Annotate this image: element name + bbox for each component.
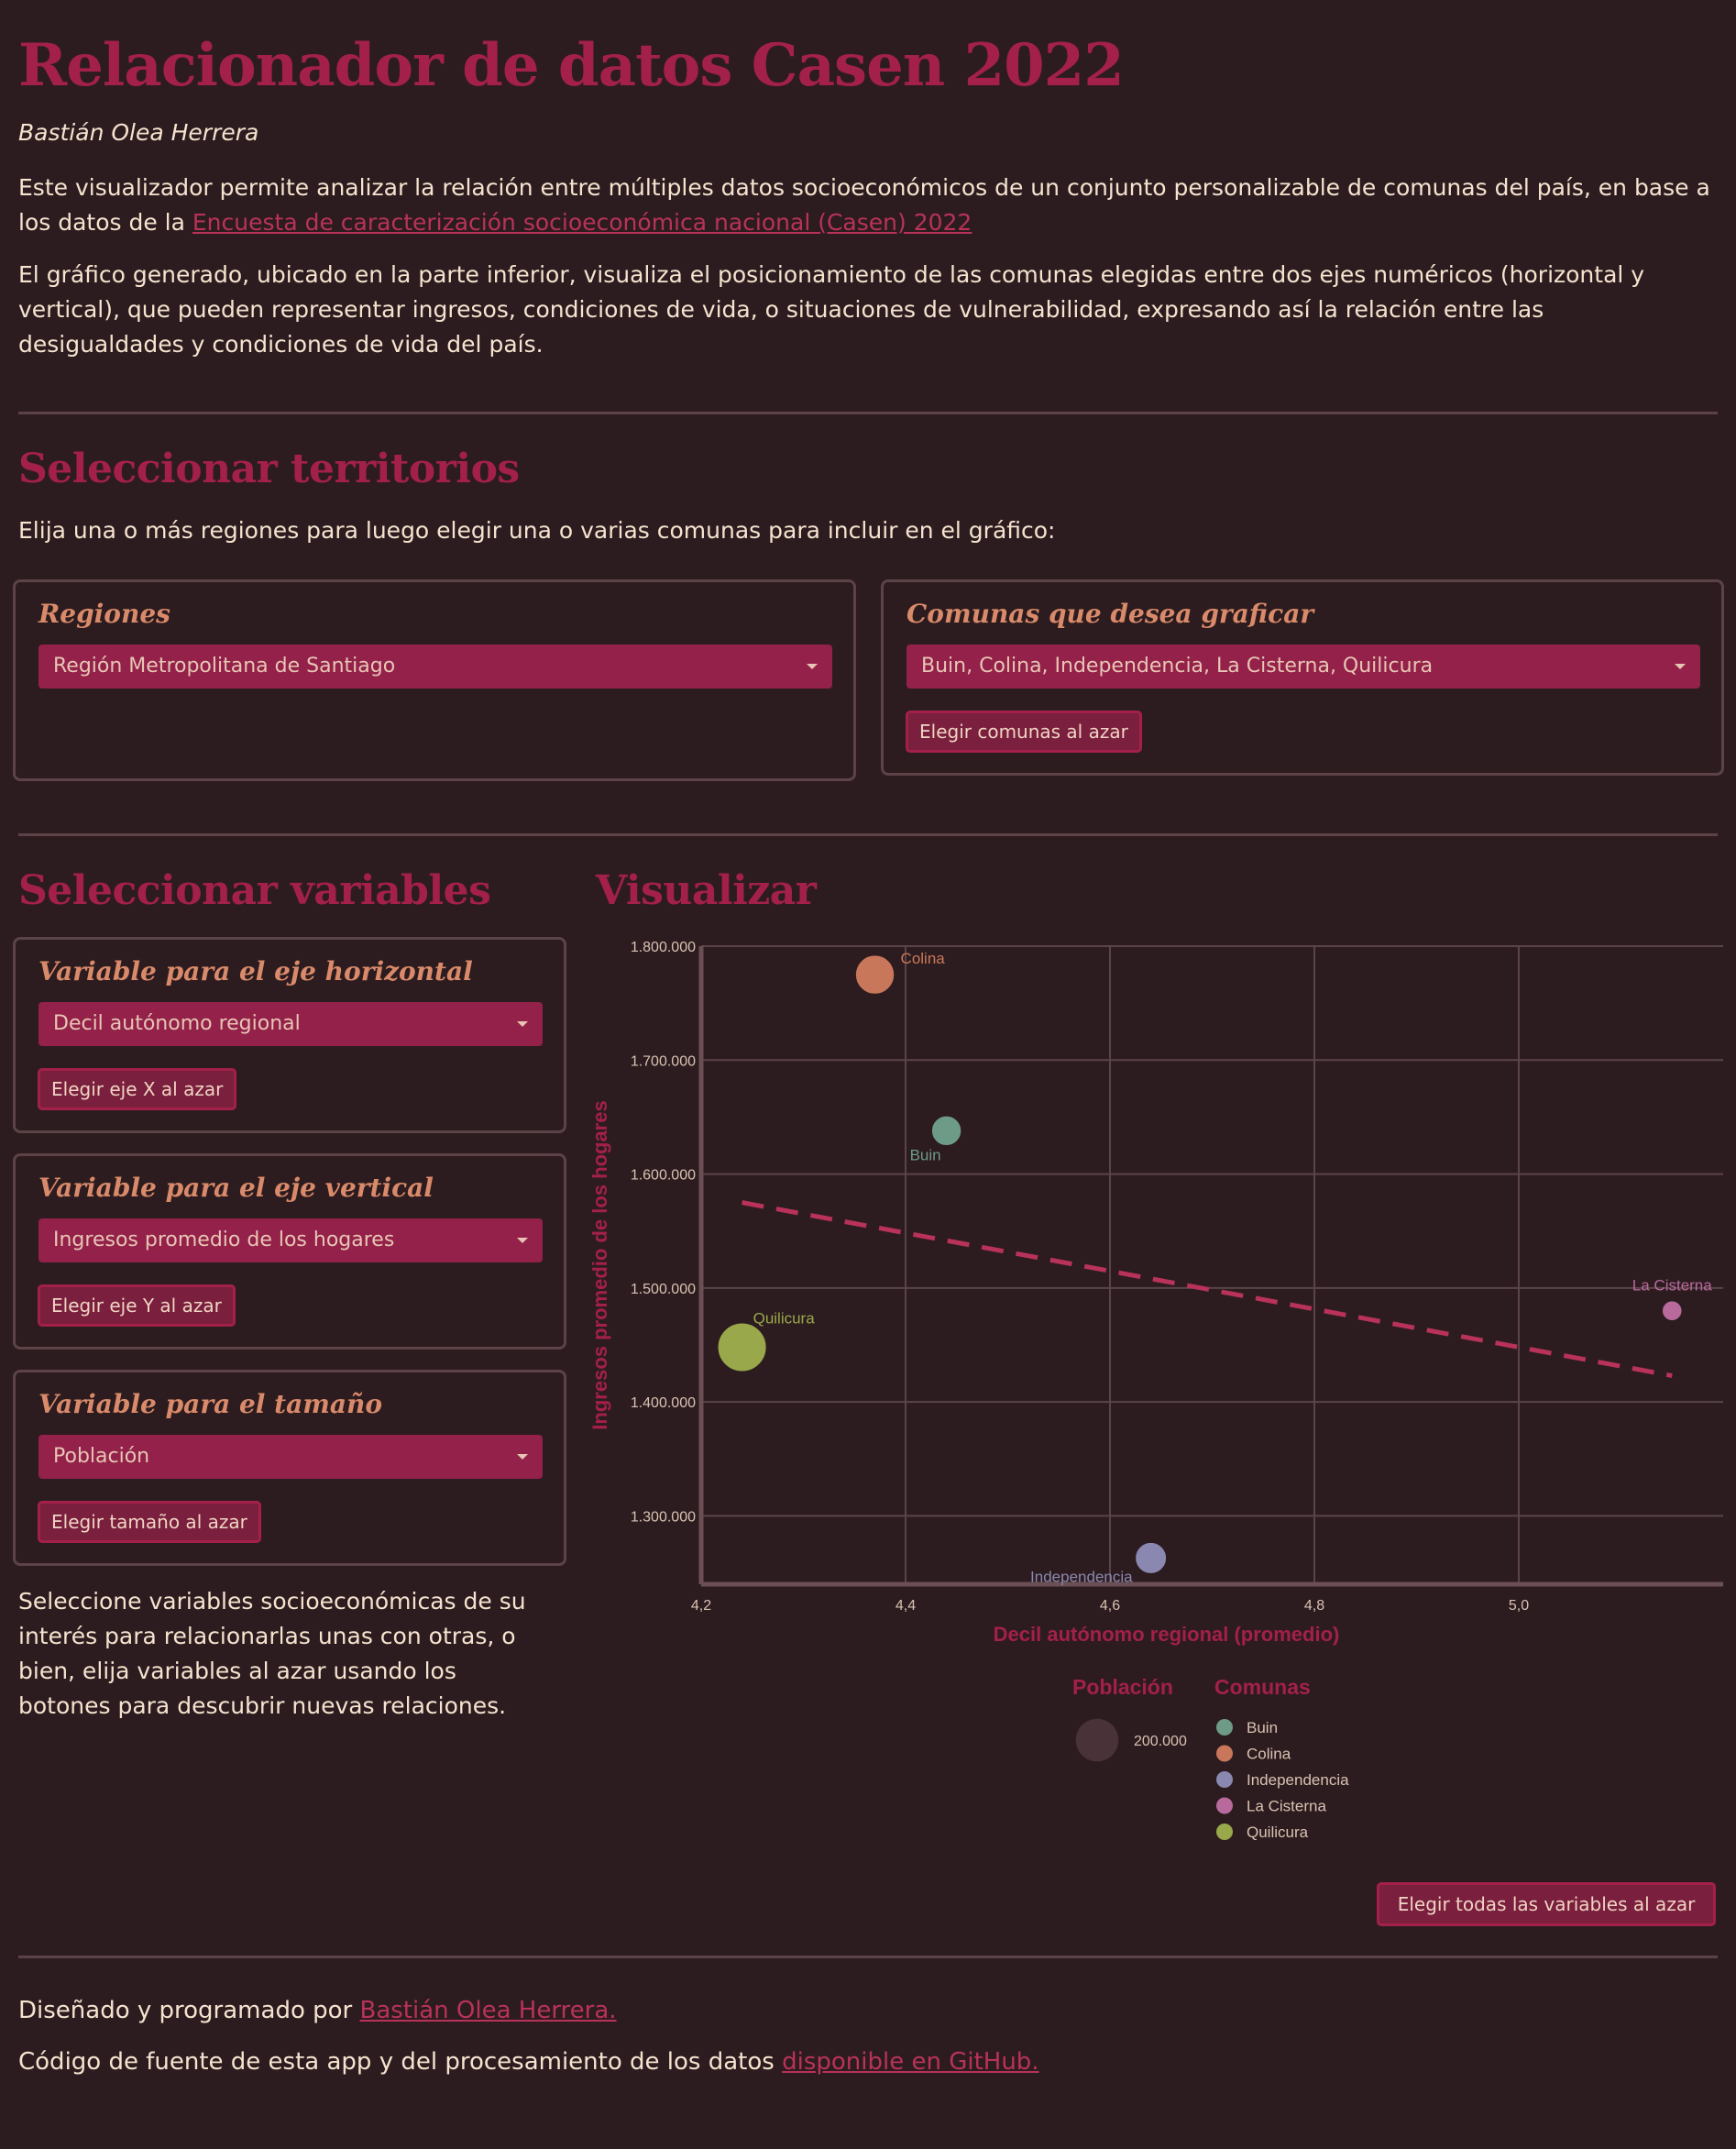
author-name: Bastián Olea Herrera [18,119,259,146]
data-point [930,1115,962,1147]
y-tick-label: 1.400.000 [631,1395,696,1411]
legend-swatch [1216,1719,1233,1736]
size-legend-label: 200.000 [1134,1734,1187,1749]
footer-source: Código de fuente de esta app y del proce… [18,2048,1039,2076]
data-point [717,1321,768,1373]
size-legend-title: Población [1072,1675,1173,1699]
x-tick-label: 4,4 [895,1598,916,1614]
legend-swatch [1216,1771,1233,1788]
size-variable-value: Población [53,1445,150,1468]
legend-item-label: Colina [1247,1746,1291,1763]
x-tick-label: 4,8 [1304,1598,1324,1614]
section-title-territorios: Seleccionar territorios [18,446,520,492]
footer-credit-text: Diseñado y programado por [18,1997,360,2024]
scatter-chart: 4,2 4,4 4,6 4,8 5,0 1.300.000 1.400.000 1.500.0… [588,940,1723,1841]
y-tick-label: 1.700.000 [631,1053,696,1069]
size-variable-select[interactable]: Población [38,1435,543,1479]
y-tick-label: 1.500.000 [631,1282,696,1297]
comunas-select[interactable]: Buin, Colina, Independencia, La Cisterna… [906,645,1700,689]
y-tick-label: 1.600.000 [631,1168,696,1184]
divider [18,1956,1718,1958]
x-tick-label: 4,6 [1100,1598,1120,1614]
legend-swatch [1216,1797,1233,1814]
y-variable-value: Ingresos promedio de los hogares [53,1229,395,1251]
y-variable-panel: Variable para el eje vertical Ingresos p… [13,1153,566,1350]
data-point [1134,1541,1168,1575]
legend-swatch [1216,1745,1233,1762]
point-label: La Cisterna [1632,1277,1712,1295]
comunas-label: Comunas que desea graficar [906,599,1314,629]
y-variable-label: Variable para el eje vertical [38,1173,434,1203]
x-tick-label: 4,2 [691,1598,711,1614]
size-legend-circle [1075,1718,1119,1762]
casen-link[interactable]: Encuesta de caracterización socioeconómi… [192,209,972,236]
chevron-down-icon [517,1021,528,1027]
intro-paragraph: Este visualizador permite analizar la re… [18,171,1714,240]
point-label: Quilicura [753,1309,816,1327]
intro-text: Este visualizador permite analizar la re… [18,174,1710,236]
intro-paragraph-2: El gráfico generado, ubicado en la parte… [18,261,1645,358]
y-axis-title: Ingresos promedio de los hogares [588,1100,611,1429]
legend-item-label: La Cisterna [1247,1798,1326,1815]
size-variable-label: Variable para el tamaño [38,1389,383,1419]
y-tick-label: 1.300.000 [631,1509,696,1525]
comunas-panel: Comunas que desea graficar Buin, Colina,… [881,579,1724,776]
color-legend-title: Comunas [1214,1675,1311,1699]
size-variable-panel: Variable para el tamaño Población Elegir… [13,1370,566,1566]
divider [18,833,1718,836]
comunas-random-button[interactable]: Elegir comunas al azar [906,711,1142,753]
chevron-down-icon [807,664,818,669]
regiones-select[interactable]: Región Metropolitana de Santiago [38,645,832,689]
section-title-visualizar: Visualizar [596,867,817,914]
regiones-select-value: Región Metropolitana de Santiago [53,655,396,678]
section-title-variables: Seleccionar variables [18,867,491,914]
regiones-panel: Regiones Región Metropolitana de Santiag… [13,579,856,781]
variables-help-text: Seleccione variables socioeconómicas de … [18,1588,526,1719]
divider [18,412,1718,414]
x-tick-label: 5,0 [1509,1598,1529,1614]
footer-source-text: Código de fuente de esta app y del proce… [18,2048,783,2076]
page-title: Relacionador de datos Casen 2022 [18,31,1125,100]
legend-item-label: Quilicura [1247,1824,1309,1841]
chevron-down-icon [1675,664,1686,669]
x-variable-label: Variable para el eje horizontal [38,956,473,986]
trend-line [742,1200,1673,1379]
x-variable-value: Decil autónomo regional [53,1012,301,1035]
author-link[interactable]: Bastián Olea Herrera. [359,1997,617,2024]
legend-item-label: Buin [1247,1719,1278,1736]
regiones-label: Regiones [38,599,170,629]
chevron-down-icon [517,1238,528,1243]
territorios-description: Elija una o más regiones para luego eleg… [18,517,1056,544]
data-point [1661,1299,1684,1322]
point-label: Independencia [1030,1568,1133,1585]
y-random-button[interactable]: Elegir eje Y al azar [38,1284,236,1327]
legend-swatch [1216,1824,1233,1840]
x-variable-select[interactable]: Decil autónomo regional [38,1002,543,1046]
size-random-button[interactable]: Elegir tamaño al azar [38,1501,261,1543]
footer-credit: Diseñado y programado por Bastián Olea H… [18,1997,617,2024]
all-random-button[interactable]: Elegir todas las variables al azar [1377,1882,1716,1926]
y-variable-select[interactable]: Ingresos promedio de los hogares [38,1218,543,1262]
x-axis-title: Decil autónomo regional (promedio) [994,1623,1340,1646]
github-link[interactable]: disponible en GitHub. [782,2048,1039,2076]
chevron-down-icon [517,1454,528,1460]
x-variable-panel: Variable para el eje horizontal Decil au… [13,937,566,1133]
point-label: Colina [901,950,946,967]
y-tick-label: 1.800.000 [631,940,696,955]
data-point [854,953,895,996]
point-label: Buin [910,1146,941,1163]
x-random-button[interactable]: Elegir eje X al azar [38,1068,237,1110]
legend-item-label: Independencia [1247,1771,1349,1789]
comunas-select-value: Buin, Colina, Independencia, La Cisterna… [921,655,1434,678]
